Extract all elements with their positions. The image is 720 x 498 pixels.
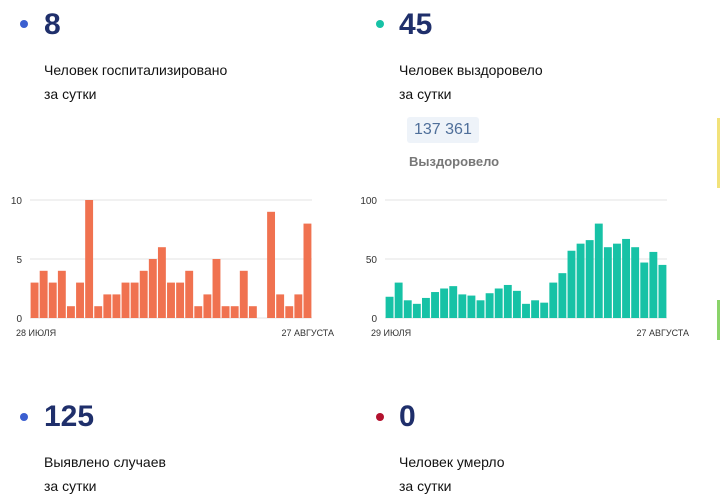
bar [394,282,403,318]
hospitalized-chart: 0 5 10 28 ИЮЛЯ 27 АВГУСТА [11,196,334,338]
bar [640,262,649,318]
bar [467,295,476,318]
recovered-total-badge: 137 361 [407,117,479,143]
recovered-label-line1: Человек выздоровело [399,62,543,78]
bar [421,297,430,318]
deaths-label: Человек умерло за сутки [399,450,505,498]
bar [594,223,603,318]
bar [157,247,166,318]
bar [603,247,612,318]
bar [403,300,412,318]
bar [576,243,585,318]
hospitalized-label-line2: за сутки [44,86,97,102]
bar [658,264,667,318]
bar [558,273,567,318]
bar [440,288,449,318]
cases-dot [20,413,28,421]
y-tick-label: 10 [11,196,23,207]
bar [567,250,576,318]
recovered-chart: 0 50 100 29 ИЮЛЯ 27 АВГУСТА [360,196,689,338]
bar [139,270,148,318]
x-start-label: 28 ИЮЛЯ [16,328,56,338]
recovered-label: Человек выздоровело за сутки [399,58,543,106]
deaths-label-line2: за сутки [399,478,452,494]
edge-accent-green [717,300,720,340]
recovered-label-line2: за сутки [399,86,452,102]
bar [212,259,221,318]
bar [194,306,203,318]
cases-label-line2: за сутки [44,478,97,494]
bar [39,270,48,318]
bar [267,211,276,318]
cases-label-line1: Выявлено случаев [44,454,166,470]
hospitalized-dot [20,20,28,28]
bar [112,294,121,318]
bar [649,251,658,318]
bar [85,200,94,318]
bar [449,286,458,318]
recovered-dot [376,20,384,28]
bar [130,282,139,318]
bar [285,306,294,318]
hospitalized-count: 8 [44,8,61,41]
x-end-label: 27 АВГУСТА [281,328,334,338]
y-tick-label: 0 [371,314,377,325]
bar [148,259,157,318]
bar [522,303,530,318]
edge-accent-yellow [717,118,720,188]
bar [176,282,185,318]
bar [503,284,512,318]
hospitalized-label: Человек госпитализировано за сутки [44,58,227,106]
bar [549,282,558,318]
bar [221,306,230,318]
bar [431,292,439,318]
bar [531,300,540,318]
cases-label: Выявлено случаев за сутки [44,450,166,498]
bar [458,294,467,318]
deaths-label-line1: Человек умерло [399,454,505,470]
bar [276,294,285,318]
bar [203,294,212,318]
deaths-count: 0 [399,400,416,433]
cases-count: 125 [44,400,95,433]
y-tick-label: 5 [16,255,22,266]
bar [412,303,421,318]
bar [94,306,103,318]
recovered-count: 45 [399,8,433,41]
bar [303,223,312,318]
bar [613,243,621,318]
bar [512,290,521,318]
bar [239,270,248,318]
hospitalized-label-line1: Человек госпитализировано [44,62,228,78]
y-tick-label: 100 [360,196,377,207]
bar [30,282,39,318]
bar [540,302,549,318]
bar [103,294,112,318]
bar [57,270,66,318]
bar [385,296,394,318]
bar [167,282,175,318]
x-end-label: 27 АВГУСТА [636,328,689,338]
bar [485,293,494,318]
bar [622,238,631,318]
bar [121,282,130,318]
bar [631,247,640,318]
bar [230,306,239,318]
x-start-label: 29 ИЮЛЯ [371,328,411,338]
bar [294,294,303,318]
bar [48,282,57,318]
bar [76,282,84,318]
bar [248,306,257,318]
y-tick-label: 50 [366,255,378,266]
bar [494,288,503,318]
bar [476,300,485,318]
bar [585,240,594,318]
deaths-dot [376,413,384,421]
bar [66,306,75,318]
recovered-total-label: Выздоровело [409,154,500,169]
y-tick-label: 0 [16,314,22,325]
bar [185,270,194,318]
